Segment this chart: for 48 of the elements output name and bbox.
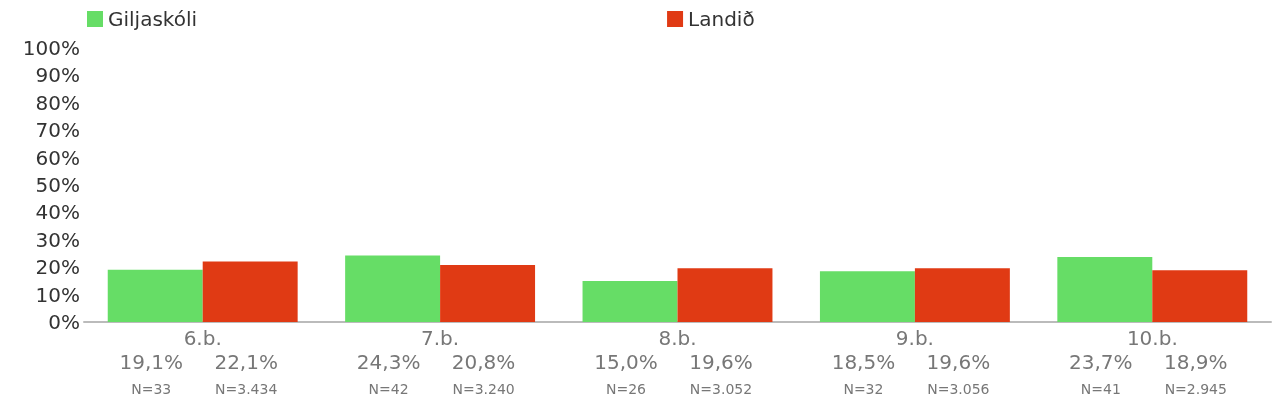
legend-label: Landið <box>688 7 755 31</box>
bar <box>440 265 536 322</box>
data-label: 20,8% <box>451 350 516 374</box>
data-label: 18,9% <box>1164 350 1228 374</box>
x-tick-label: 9.b. <box>895 326 934 350</box>
y-tick-label: 50% <box>35 173 80 197</box>
data-label: 18,5% <box>831 350 896 374</box>
data-label: 24,3% <box>356 350 421 374</box>
bar <box>345 255 441 322</box>
y-tick-label: 40% <box>35 200 80 225</box>
legend-label: Giljaskóli <box>108 7 198 31</box>
data-label: 19,6% <box>689 350 753 374</box>
text: N=41 <box>1080 381 1121 397</box>
text: N=33 <box>131 381 172 397</box>
x-tick-label: 8.b. <box>658 326 697 350</box>
data-label: 19,6% <box>926 350 991 374</box>
bar <box>582 280 678 322</box>
data-label: 22,1% <box>214 350 278 374</box>
x-tick-label: 10.b. <box>1126 326 1178 350</box>
y-tick-label: 60% <box>35 145 80 170</box>
text: N=3.056 <box>927 381 990 397</box>
y-tick-label: 10% <box>35 282 80 307</box>
bar <box>1152 270 1248 322</box>
y-tick-label: 30% <box>35 227 80 252</box>
bar <box>819 271 915 322</box>
y-tick-label: 20% <box>35 255 80 280</box>
bar <box>202 261 298 322</box>
y-tick-label: 100% <box>22 36 80 60</box>
bar <box>914 268 1010 322</box>
data-label: 23,7% <box>1069 350 1133 374</box>
text: N=26 <box>606 381 647 397</box>
text: N=3.434 <box>215 381 278 397</box>
text: N=32 <box>843 381 884 397</box>
bar <box>107 269 203 322</box>
y-tick-label: 80% <box>35 90 80 115</box>
y-tick-label: 90% <box>35 63 80 88</box>
bar <box>1057 257 1153 322</box>
text: N=3.240 <box>452 381 515 397</box>
bar <box>677 268 773 322</box>
text: N=42 <box>368 381 409 397</box>
data-label: 19,1% <box>119 350 183 374</box>
data-label: 15,0% <box>594 350 658 374</box>
text: N=3.052 <box>689 381 753 397</box>
x-tick-label: 6.b. <box>183 326 222 350</box>
y-tick-label: 70% <box>35 118 80 143</box>
text: N=2.945 <box>1164 381 1227 397</box>
x-tick-label: 7.b. <box>421 326 460 350</box>
y-tick-label: 0% <box>48 310 80 334</box>
